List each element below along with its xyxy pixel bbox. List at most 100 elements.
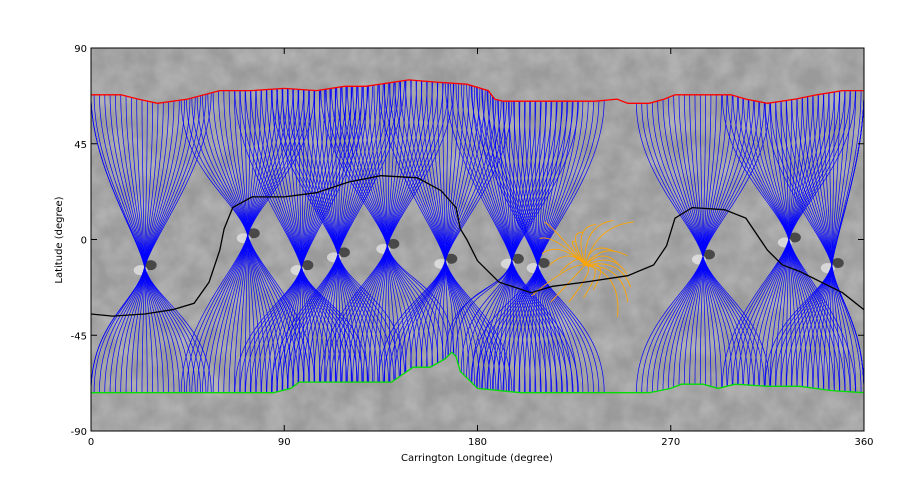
field-line-south [247,235,294,387]
field-line-south [831,265,841,392]
field-line-south [791,264,833,387]
field-line-south [276,254,339,392]
field-line-south [261,267,302,393]
field-line-north [282,88,302,268]
field-line-south [386,245,391,383]
field-line-south [144,267,159,393]
field-line-south [721,239,790,388]
field-line-north [337,86,357,255]
field-line-north [99,94,146,268]
field-line-north [702,94,722,257]
field-line-north [255,90,302,268]
field-line-north [247,88,289,236]
field-line-north [537,100,605,266]
field-line-south [537,265,557,393]
field-line-south [144,267,154,393]
field-line-south [239,267,302,393]
field-line-north [247,90,315,236]
field-line-south [831,265,835,391]
field-line-south [331,245,388,383]
field-line-north [828,92,833,266]
field-line-north [702,94,706,257]
field-line-north [313,90,339,255]
field-line-north [109,94,146,268]
field-line-south [405,260,446,373]
x-tick-label: 360 [854,437,873,448]
active-region-loops [531,220,634,317]
field-line-south [652,256,704,393]
field-line-north [721,94,790,240]
field-line-north [261,89,302,268]
field-line-south [788,239,803,387]
field-line-north [702,94,712,257]
field-line-north [120,94,146,268]
field-line-north [694,94,704,257]
field-line-north [337,86,341,255]
field-line-south [223,235,249,393]
field-line-south [386,245,396,380]
field-line-north [144,101,148,268]
loop-line [585,264,619,317]
field-line-north [144,100,180,268]
field-line-south [247,235,251,393]
field-line-south [497,264,538,391]
field-line-south [780,264,833,387]
x-tick-label: 180 [468,437,487,448]
dark-spot [144,260,157,271]
field-line-south [378,260,446,383]
field-line-south [759,239,790,386]
field-line-north [104,94,146,268]
field-line-south [281,254,339,391]
field-line-north [831,90,851,266]
field-line-north [266,89,302,268]
field-line-south [537,265,546,393]
field-line-north [791,99,833,266]
field-line-south [141,267,146,393]
field-line-south [301,267,321,383]
field-line-south [247,235,262,393]
field-line-north [807,96,833,266]
field-line-north [796,98,833,266]
field-line-north [678,94,704,257]
field-line-north [537,101,562,266]
field-line-north [301,87,337,268]
field-line-north [212,92,249,236]
field-line-south [247,235,289,390]
field-line-south [460,260,513,373]
field-line-south [828,265,833,391]
field-line-south [770,264,833,387]
field-line-north [144,102,164,268]
y-axis-title: Latitude (degree) [54,196,65,283]
field-line-north [788,92,830,240]
field-line-north [537,101,584,266]
field-line-north [298,89,302,268]
field-line-south [337,254,363,383]
field-line-south [244,235,249,393]
field-line-north [180,99,249,236]
field-line-north [125,96,146,268]
field-line-south [255,267,302,393]
field-line-south [727,239,790,387]
field-line-south [144,267,148,393]
field-line-north [144,102,154,268]
field-line-north [399,81,446,261]
loop-line [568,264,590,303]
field-line-south [325,245,388,383]
field-line-north [308,90,339,255]
field-line-north [144,100,175,268]
field-line-south [415,260,446,368]
field-line-north [764,102,790,240]
field-line-north [386,80,412,246]
field-line-south [247,235,267,393]
field-line-north [141,99,146,268]
field-line-north [186,99,249,236]
field-line-north [144,98,191,268]
field-line-south [481,264,538,389]
field-line-south [337,254,347,383]
field-line-south [788,239,808,388]
field-line-south [250,267,302,393]
field-line-south [831,265,846,392]
field-line-north [523,101,538,266]
field-line-north [384,83,388,246]
field-line-north [247,90,251,236]
